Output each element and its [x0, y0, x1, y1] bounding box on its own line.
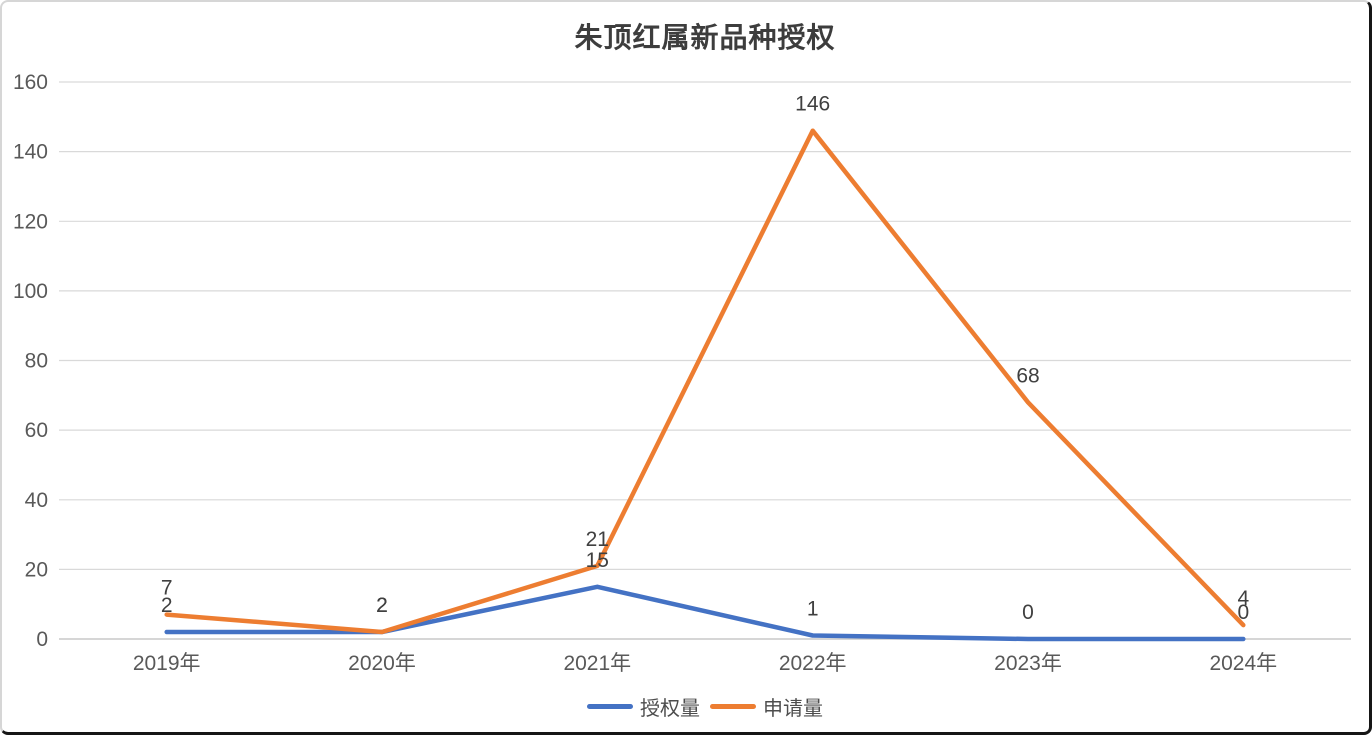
- legend-label: 授权量: [640, 698, 700, 720]
- chart-title: 朱顶红属新品种授权: [574, 21, 836, 54]
- data-label-series-0: 2: [376, 594, 388, 617]
- legend-item-1[interactable]: 申请量: [710, 692, 823, 721]
- series-line-0: [164, 584, 1246, 642]
- y-tick-label: 160: [13, 71, 48, 94]
- x-axis-label: 2024年: [1209, 652, 1277, 675]
- legend-line-swatch: [710, 704, 756, 709]
- legend: 授权量 申请量: [59, 692, 1351, 721]
- data-label-series-0: 1: [807, 598, 819, 621]
- legend-label: 申请量: [763, 698, 823, 720]
- x-axis-label: 2022年: [779, 652, 847, 675]
- y-tick-label: 60: [25, 419, 48, 442]
- data-label-series-1: 146: [795, 93, 830, 116]
- data-label-series-0: 0: [1237, 601, 1249, 624]
- x-axis-label: 2020年: [348, 652, 416, 675]
- series-line-1: [164, 128, 1246, 635]
- legend-item-0[interactable]: 授权量: [587, 692, 700, 721]
- y-tick-label: 20: [25, 558, 48, 581]
- data-label-series-1: 2: [376, 594, 388, 617]
- x-axis-label: 2023年: [994, 652, 1062, 675]
- x-axis-label: 2021年: [563, 652, 631, 675]
- x-axis-label: 2019年: [133, 652, 201, 675]
- data-label-series-0: 15: [586, 549, 609, 572]
- data-label-series-0: 0: [1022, 601, 1034, 624]
- data-label-series-1: 7: [161, 577, 173, 600]
- y-tick-label: 140: [13, 141, 48, 164]
- y-tick-label: 100: [13, 280, 48, 303]
- y-tick-label: 120: [13, 210, 48, 233]
- y-tick-label: 80: [25, 350, 48, 373]
- y-tick-label: 40: [25, 489, 48, 512]
- data-label-series-1: 21: [586, 528, 609, 551]
- legend-line-swatch: [587, 704, 633, 709]
- y-tick-label: 0: [36, 628, 48, 651]
- data-label-series-1: 68: [1016, 364, 1039, 387]
- data-label-series-0: 2: [161, 594, 173, 617]
- data-label-series-1: 4: [1237, 587, 1249, 610]
